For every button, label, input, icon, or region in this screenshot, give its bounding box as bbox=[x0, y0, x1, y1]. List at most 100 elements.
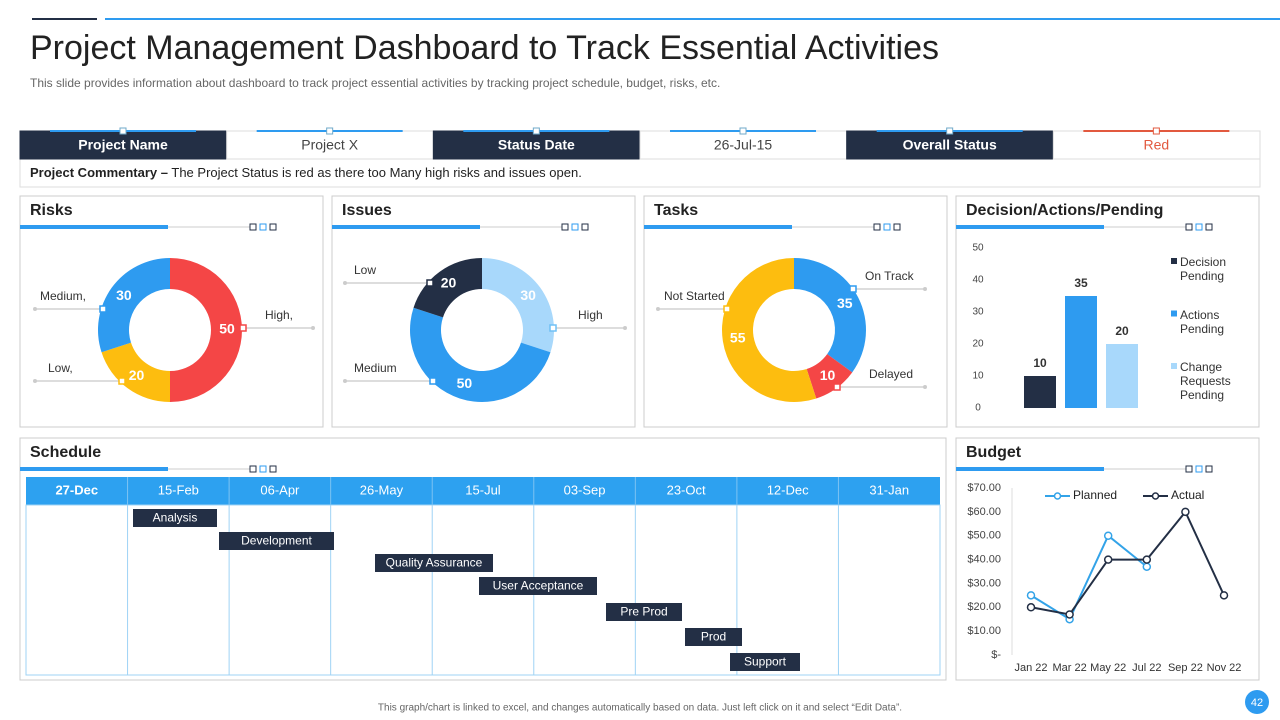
date-label: 06-Apr bbox=[260, 482, 300, 497]
x-tick-label: Jan 22 bbox=[1014, 662, 1047, 674]
slice-value: 30 bbox=[116, 287, 132, 303]
line-point bbox=[1142, 562, 1152, 571]
panel-dot bbox=[1195, 465, 1203, 473]
date-label: 23-Oct bbox=[667, 482, 706, 497]
task-bar bbox=[479, 577, 597, 595]
slice-label: Low bbox=[354, 263, 376, 277]
y-tick-label: $60.00 bbox=[967, 506, 1001, 518]
slice-value: 50 bbox=[219, 321, 235, 337]
slice-label: Medium bbox=[354, 361, 397, 375]
panel-dot bbox=[1205, 465, 1213, 473]
leader-end bbox=[343, 281, 347, 285]
task-label: Quality Assurance bbox=[386, 556, 483, 570]
date-label: 12-Dec bbox=[767, 482, 809, 497]
panel-title: Issues bbox=[342, 202, 392, 219]
donut-slice bbox=[806, 354, 853, 399]
table-cell bbox=[639, 130, 848, 160]
panel-title: Budget bbox=[966, 444, 1022, 461]
commentary-text: The Project Status is red as there too M… bbox=[171, 165, 581, 180]
y-tick-label: $50.00 bbox=[967, 530, 1001, 542]
cell-text: Project X bbox=[301, 137, 358, 153]
leader-dot bbox=[723, 305, 731, 313]
donut-slice bbox=[101, 342, 170, 402]
slice-label: Not Started bbox=[664, 289, 725, 303]
y-tick-label: 50 bbox=[972, 243, 984, 254]
date-label: 15-Feb bbox=[158, 482, 199, 497]
slice-value: 55 bbox=[730, 330, 746, 346]
date-label: 26-May bbox=[360, 482, 404, 497]
leader-dot bbox=[426, 279, 434, 287]
leader-end bbox=[656, 307, 660, 311]
schedule-header bbox=[26, 477, 940, 505]
line-point bbox=[1103, 531, 1113, 540]
page-number: 42 bbox=[1251, 697, 1263, 709]
panel-dot bbox=[269, 223, 277, 231]
table-cell bbox=[1052, 130, 1261, 160]
panel-dot bbox=[259, 465, 267, 473]
date-label: 27-Dec bbox=[55, 482, 98, 497]
task-bar bbox=[375, 554, 493, 572]
x-tick-label: May 22 bbox=[1090, 662, 1126, 674]
panel-dot bbox=[883, 223, 891, 231]
slice-label: Low, bbox=[48, 361, 73, 375]
panel-dot bbox=[1185, 223, 1193, 231]
slice-label: High, bbox=[265, 308, 293, 322]
line-point bbox=[1181, 507, 1190, 517]
task-label: Development bbox=[241, 534, 312, 548]
y-tick-label: $10.00 bbox=[967, 625, 1001, 637]
leader-end bbox=[623, 326, 627, 330]
cell-text: Overall Status bbox=[903, 137, 997, 153]
legend-label: Decision Pending bbox=[1180, 255, 1227, 283]
leader-end bbox=[923, 287, 927, 291]
cell-accent-dot bbox=[532, 127, 540, 135]
task-label: Prod bbox=[701, 630, 726, 644]
bar-value: 20 bbox=[1115, 324, 1129, 338]
y-tick-label: 0 bbox=[975, 403, 981, 414]
line-point bbox=[1065, 610, 1074, 619]
panel-dot bbox=[873, 223, 881, 231]
leader-end bbox=[343, 379, 347, 383]
x-tick-label: Sep 22 bbox=[1168, 662, 1203, 674]
slice-value: 20 bbox=[129, 367, 145, 383]
commentary: Project Commentary – The Project Status … bbox=[30, 165, 582, 180]
leader-end bbox=[33, 379, 37, 383]
page-badge bbox=[1245, 690, 1269, 714]
legend-label: Planned bbox=[1073, 488, 1117, 502]
table-cell bbox=[226, 130, 434, 160]
panel-dot bbox=[1185, 465, 1193, 473]
date-label: 03-Sep bbox=[564, 482, 606, 497]
slice-value: 30 bbox=[520, 287, 536, 303]
task-bar bbox=[606, 603, 682, 621]
legend-label: Actions Pending bbox=[1180, 307, 1225, 336]
bar-value: 10 bbox=[1033, 356, 1047, 370]
legend-swatch bbox=[1171, 363, 1177, 369]
slice-value: 35 bbox=[837, 295, 853, 311]
date-label: 31-Jan bbox=[869, 482, 909, 497]
panel-dot bbox=[249, 465, 257, 473]
x-tick-label: Nov 22 bbox=[1207, 662, 1242, 674]
leader-dot bbox=[849, 285, 857, 293]
y-tick-label: 20 bbox=[972, 339, 984, 350]
commentary-row bbox=[19, 158, 1261, 188]
slice-label: Medium, bbox=[40, 289, 86, 303]
task-bar bbox=[685, 628, 742, 646]
line-series bbox=[1030, 509, 1225, 616]
panel-dot bbox=[1195, 223, 1203, 231]
y-tick-label: $30.00 bbox=[967, 577, 1001, 589]
bar-value: 35 bbox=[1074, 276, 1088, 290]
y-tick-label: $40.00 bbox=[967, 553, 1001, 565]
table-cell bbox=[846, 130, 1054, 160]
panel-dot bbox=[571, 223, 579, 231]
slice-label: Delayed bbox=[869, 367, 913, 381]
y-tick-label: 30 bbox=[972, 307, 984, 318]
task-label: Pre Prod bbox=[620, 605, 667, 619]
panel-dot bbox=[269, 465, 277, 473]
y-tick-label: 40 bbox=[972, 275, 984, 286]
donut-slice bbox=[722, 258, 817, 402]
slice-value: 50 bbox=[457, 375, 473, 391]
cell-accent-dot bbox=[1152, 127, 1160, 135]
x-tick-label: Mar 22 bbox=[1052, 662, 1086, 674]
panel-title: Risks bbox=[30, 202, 73, 219]
cell-text: 26-Jul-15 bbox=[714, 137, 773, 153]
